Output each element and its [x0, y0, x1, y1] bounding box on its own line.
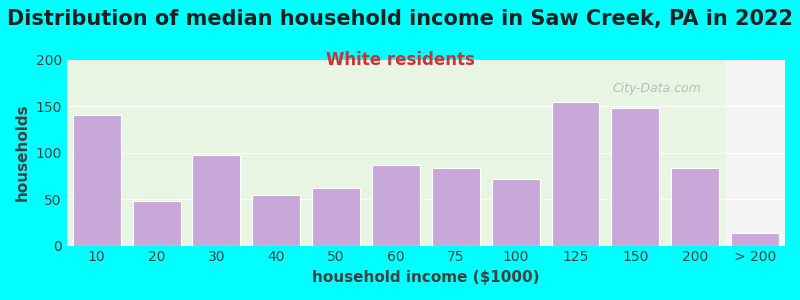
Bar	[73, 115, 121, 246]
Text: City-Data.com: City-Data.com	[613, 82, 702, 95]
Text: White residents: White residents	[326, 51, 474, 69]
Bar	[133, 201, 181, 246]
Bar	[372, 165, 420, 246]
Bar	[611, 108, 659, 246]
Bar	[551, 102, 599, 246]
Bar	[312, 188, 360, 246]
Y-axis label: households: households	[15, 104, 30, 201]
X-axis label: household income ($1000): household income ($1000)	[312, 270, 540, 285]
Text: Distribution of median household income in Saw Creek, PA in 2022: Distribution of median household income …	[7, 9, 793, 29]
Bar	[725, 59, 800, 246]
Bar	[731, 233, 779, 246]
Bar	[193, 155, 240, 246]
Bar	[492, 178, 540, 246]
Bar	[252, 195, 300, 246]
Bar	[432, 168, 480, 246]
Bar	[671, 168, 719, 246]
